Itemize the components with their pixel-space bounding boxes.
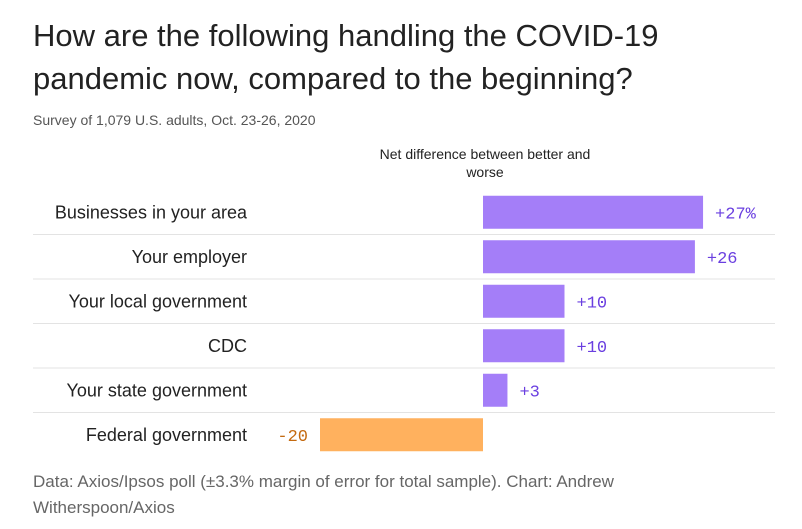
category-label: CDC	[208, 336, 247, 356]
chart-title: How are the following handling the COVID…	[33, 18, 659, 96]
data-label: +10	[577, 339, 608, 358]
category-label: Your local government	[69, 291, 247, 311]
source-note: Data: Axios/Ipsos poll (±3.3% margin of …	[33, 472, 614, 517]
bar	[483, 284, 565, 318]
category-label: Your employer	[132, 247, 247, 267]
chart-subtitle: Survey of 1,079 U.S. adults, Oct. 23-26,…	[33, 112, 316, 128]
bar	[483, 329, 565, 363]
data-label: +27%	[715, 205, 757, 224]
category-label: Federal government	[86, 425, 247, 445]
bar	[320, 418, 483, 452]
data-label: +26	[707, 250, 738, 269]
category-label: Businesses in your area	[55, 202, 248, 222]
category-label: Your state government	[67, 380, 247, 400]
bar	[483, 195, 704, 229]
data-label: +10	[577, 294, 608, 313]
data-label: +3	[519, 383, 539, 402]
bar	[483, 373, 508, 407]
value-column-header: Net difference between better and worse	[379, 146, 591, 180]
data-label: -20	[277, 428, 308, 447]
bar	[483, 240, 695, 274]
